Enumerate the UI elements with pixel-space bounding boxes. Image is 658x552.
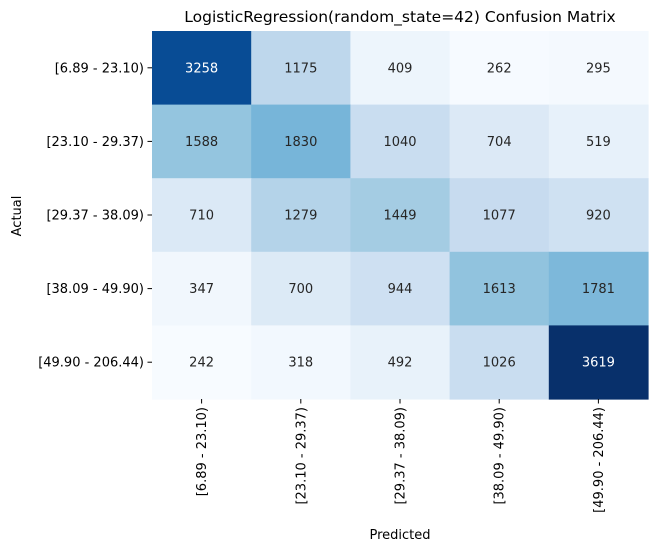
cell-value-label: 700 [288, 282, 313, 297]
heatmap-cell [251, 251, 351, 326]
cell-value-label: 262 [487, 61, 512, 76]
cell-value-label: 519 [586, 135, 611, 150]
cell-value-label: 3258 [185, 61, 218, 76]
heatmap-cell [350, 178, 451, 253]
heatmap-cell [449, 31, 550, 106]
y-tick-label: [29.37 - 38.09) [46, 209, 144, 224]
heatmap-cell [152, 251, 252, 326]
cell-value-label: 1026 [483, 356, 516, 371]
x-tick-label: [6.89 - 23.10) [195, 407, 210, 496]
cell-value-label: 920 [586, 209, 611, 224]
cell-value-label: 492 [388, 356, 413, 371]
cell-value-label: 704 [487, 135, 512, 150]
chart-title: LogisticRegression(random_state=42) Conf… [184, 8, 615, 27]
heatmap-cell [548, 178, 649, 253]
cell-value-label: 242 [189, 356, 214, 371]
heatmap-cells: 3258 1175 409 262 295 1588 1830 1040 704 519 710 12… [152, 31, 649, 400]
cell-value-label: 1175 [284, 61, 317, 76]
heatmap-cell [152, 31, 252, 106]
x-tick-label: [38.09 - 49.90) [493, 407, 508, 505]
cell-value-label: 944 [388, 282, 413, 297]
cell-value-label: 318 [288, 356, 313, 371]
heatmap-cell [350, 31, 451, 106]
x-tick-label: [23.10 - 29.37) [294, 407, 309, 505]
heatmap-cell [449, 104, 550, 179]
cell-value-label: 710 [189, 209, 214, 224]
x-tick-label: [49.90 - 206.44) [592, 407, 607, 513]
cell-value-label: 347 [189, 282, 214, 297]
cell-value-label: 1040 [383, 135, 416, 150]
x-axis-ticks: [6.89 - 23.10) [23.10 - 29.37) [29.37 - 38… [195, 399, 607, 513]
heatmap-cell [449, 325, 550, 400]
cell-value-label: 409 [388, 61, 413, 76]
y-tick-label: [38.09 - 49.90) [46, 282, 144, 297]
x-axis-label: Predicted [369, 528, 430, 543]
heatmap-cell [548, 251, 649, 326]
heatmap-cell [548, 31, 649, 106]
cell-value-label: 1588 [185, 135, 218, 150]
heatmap-cell [152, 104, 252, 179]
heatmap-cell [350, 104, 451, 179]
cell-value-label: 1449 [383, 209, 416, 224]
cell-value-label: 1077 [483, 209, 516, 224]
heatmap-cell [350, 251, 451, 326]
heatmap-cell [251, 178, 351, 253]
y-tick-label: [23.10 - 29.37) [46, 135, 144, 150]
cell-value-label: 1613 [483, 282, 516, 297]
cell-value-label: 1279 [284, 209, 317, 224]
y-axis-ticks: [6.89 - 23.10) [23.10 - 29.37) [29.37 - 38… [38, 61, 152, 371]
y-tick-label: [49.90 - 206.44) [38, 356, 144, 371]
heatmap-cell [152, 178, 252, 253]
heatmap-cell [350, 325, 451, 400]
heatmap-cell [548, 325, 649, 400]
x-tick-label: [29.37 - 38.09) [394, 407, 409, 505]
cell-value-label: 1830 [284, 135, 317, 150]
heatmap-cell [251, 104, 351, 179]
heatmap-cell [449, 178, 550, 253]
heatmap-cell [251, 325, 351, 400]
cell-value-label: 295 [586, 61, 611, 76]
y-axis-label: Actual [10, 196, 25, 237]
y-tick-label: [6.89 - 23.10) [55, 61, 144, 76]
heatmap-cell [449, 251, 550, 326]
cell-value-label: 1781 [582, 282, 615, 297]
cell-value-label: 3619 [582, 356, 615, 371]
heatmap-cell [548, 104, 649, 179]
heatmap-cell [251, 31, 351, 106]
heatmap-cell [152, 325, 252, 400]
